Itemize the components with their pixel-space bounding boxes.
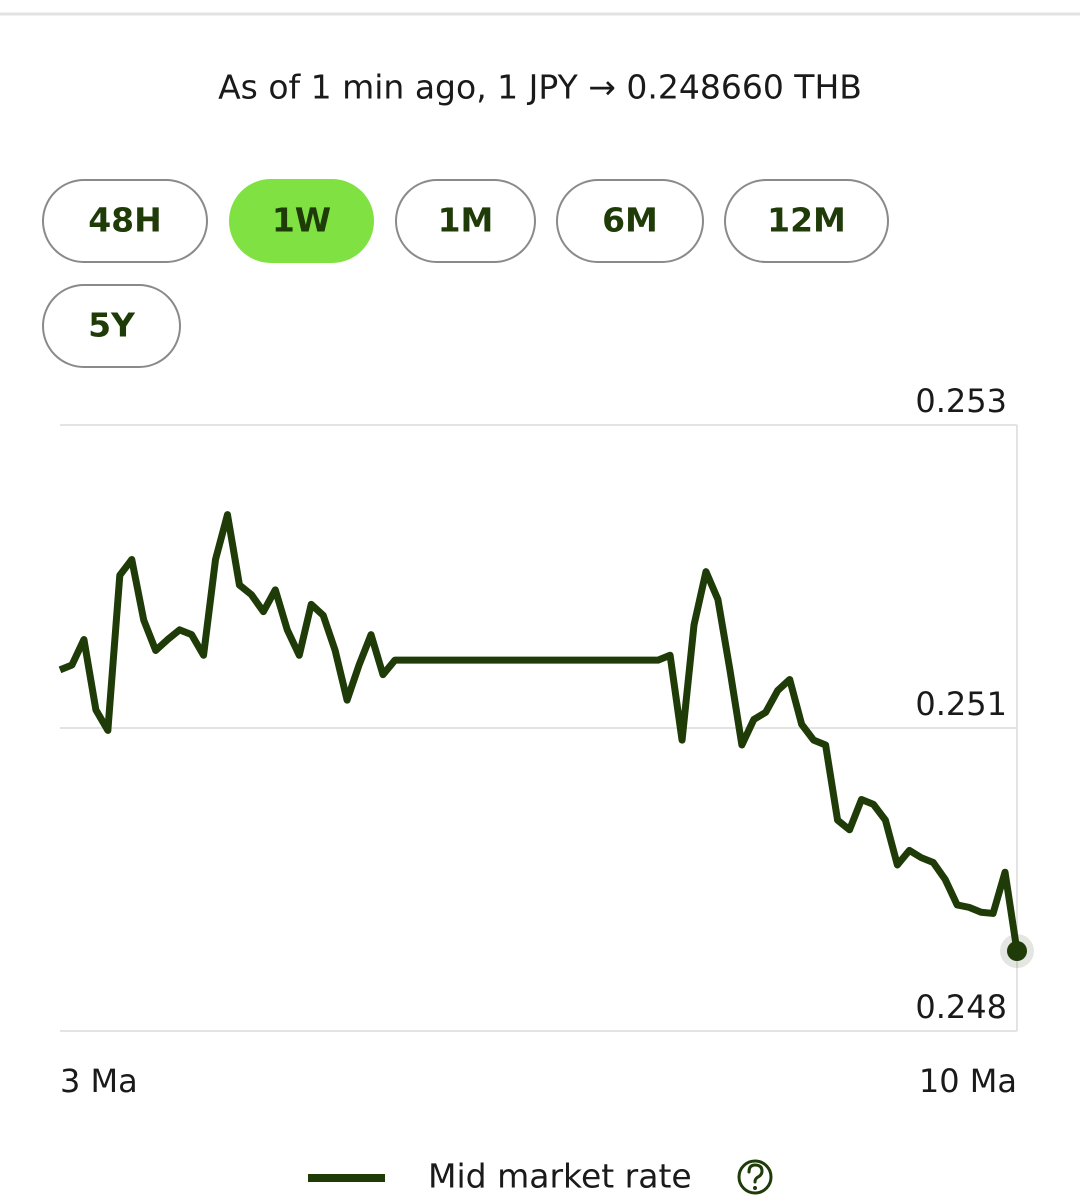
range-button-label[interactable]: 1M bbox=[438, 201, 494, 240]
x-tick-label: 10 Ma bbox=[919, 1062, 1017, 1100]
range-button-label[interactable]: 1W bbox=[272, 201, 331, 240]
range-button-label[interactable]: 5Y bbox=[88, 306, 136, 345]
range-button[interactable] bbox=[42, 179, 208, 263]
range-button-label[interactable]: 12M bbox=[767, 201, 846, 240]
help-icon[interactable] bbox=[737, 1159, 773, 1195]
y-tick-label: 0.253 bbox=[915, 382, 1007, 420]
range-button-label[interactable]: 48H bbox=[88, 201, 162, 240]
range-button[interactable] bbox=[395, 179, 536, 263]
range-button[interactable] bbox=[556, 179, 704, 263]
y-tick-label: 0.251 bbox=[915, 685, 1007, 723]
rate-line bbox=[58, 511, 1021, 952]
rate-header: As of 1 min ago, 1 JPY → 0.248660 THB bbox=[218, 68, 862, 107]
range-button[interactable] bbox=[229, 179, 374, 263]
x-tick-label: 3 Ma bbox=[60, 1062, 138, 1100]
range-button[interactable] bbox=[724, 179, 889, 263]
range-button[interactable] bbox=[42, 284, 181, 368]
end-point bbox=[1007, 941, 1027, 962]
legend-label: Mid market rate bbox=[428, 1157, 692, 1196]
y-tick-label: 0.248 bbox=[915, 988, 1007, 1026]
range-button-label[interactable]: 6M bbox=[602, 201, 658, 240]
